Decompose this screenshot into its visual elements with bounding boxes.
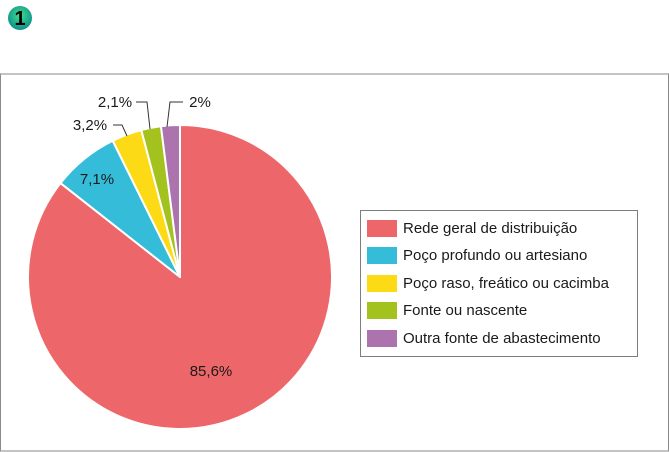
slice-label: 2% — [189, 94, 211, 111]
legend-item: Rede geral de distribuição — [367, 217, 577, 239]
leader-line — [136, 101, 151, 130]
legend-swatch — [367, 329, 397, 347]
legend-swatch — [367, 247, 397, 264]
chart-legend: Rede geral de distribuição Poço profundo … — [360, 210, 638, 357]
legend-swatch — [367, 302, 397, 319]
slice-label: 85,6% — [190, 363, 233, 380]
legend-item: Outra fonte de abastecimento — [367, 327, 601, 349]
legend-label: Poço raso, freático ou cacimba — [403, 274, 609, 292]
legend-swatch — [367, 219, 397, 237]
legend-item: Fonte ou nascente — [367, 300, 527, 322]
slice-label: 7,1% — [80, 171, 114, 188]
legend-label: Poço profundo ou artesiano — [403, 247, 588, 264]
badge-number: 1 — [14, 8, 25, 30]
legend-label: Rede geral de distribuição — [403, 219, 578, 237]
leader-line — [166, 101, 183, 128]
legend-item: Poço profundo ou artesiano — [367, 245, 587, 267]
legend-item: Poço raso, freático ou cacimba — [367, 272, 609, 294]
legend-label: Outra fonte de abastecimento — [403, 329, 601, 347]
leader-line — [113, 124, 128, 137]
slice-label: 3,2% — [73, 117, 107, 134]
number-badge-icon: 1 — [8, 6, 32, 30]
legend-label: Fonte ou nascente — [403, 302, 528, 319]
pie-slice — [159, 124, 181, 278]
slice-label: 2,1% — [98, 94, 132, 111]
legend-swatch — [367, 274, 397, 292]
